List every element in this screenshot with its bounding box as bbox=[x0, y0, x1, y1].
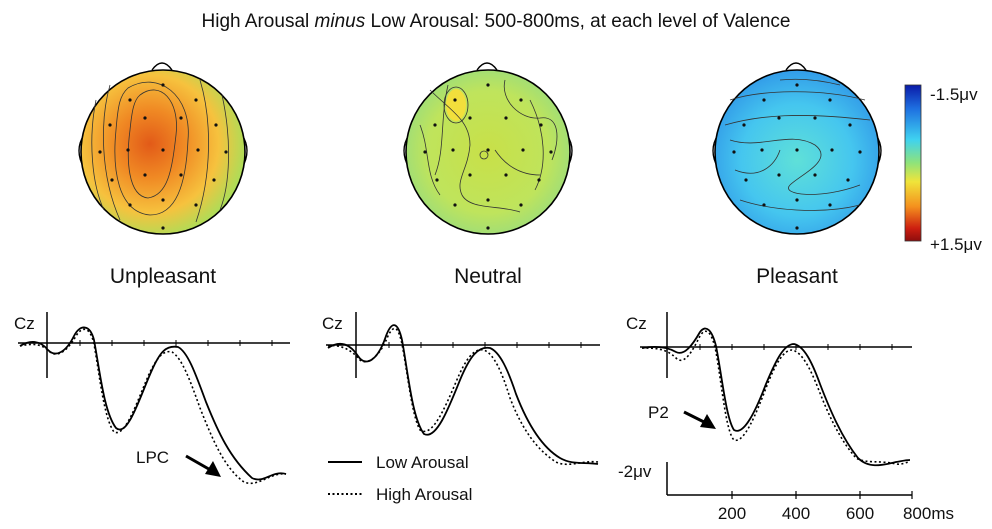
erp-panel-unpleasant: Cz LPC bbox=[14, 312, 290, 483]
topomap-unpleasant bbox=[79, 63, 247, 234]
color-scale: -1.5μv +1.5μv bbox=[905, 85, 982, 254]
figure-title: High Arousal minus Low Arousal: 500-800m… bbox=[202, 11, 791, 32]
hotspot bbox=[446, 89, 466, 121]
head-outline bbox=[406, 70, 570, 234]
topomap-pleasant bbox=[713, 63, 881, 234]
color-scale-bottom-label: +1.5μv bbox=[930, 235, 982, 254]
topomap-neutral bbox=[404, 63, 572, 234]
nose-icon bbox=[152, 63, 172, 70]
erp-panel-pleasant: Cz P2 -2μv 200 400 600 800ms bbox=[618, 312, 954, 523]
condition-label-unpleasant: Unpleasant bbox=[110, 265, 216, 288]
annotation-lpc: LPC bbox=[136, 448, 169, 467]
erp-line-low-arousal bbox=[642, 328, 910, 465]
channel-label: Cz bbox=[626, 314, 647, 333]
nose-icon bbox=[786, 63, 806, 70]
legend-high-arousal: High Arousal bbox=[376, 485, 472, 504]
time-tick-label: 800ms bbox=[903, 504, 954, 523]
condition-label-neutral: Neutral bbox=[454, 265, 522, 288]
head-outline bbox=[715, 70, 879, 234]
erp-line-high-arousal bbox=[328, 328, 598, 464]
annotation-p2: P2 bbox=[648, 403, 669, 422]
amplitude-label: -2μv bbox=[618, 462, 652, 481]
erp-panel-neutral: Cz Low Arousal High Arousal bbox=[322, 312, 600, 504]
nose-icon bbox=[477, 63, 497, 70]
time-tick-label: 200 bbox=[718, 504, 746, 523]
condition-label-pleasant: Pleasant bbox=[756, 265, 838, 288]
time-tick-label: 600 bbox=[846, 504, 874, 523]
time-tick-label: 400 bbox=[782, 504, 810, 523]
color-scale-bar bbox=[905, 85, 921, 241]
channel-label: Cz bbox=[322, 314, 343, 333]
channel-label: Cz bbox=[14, 314, 35, 333]
legend-low-arousal: Low Arousal bbox=[376, 453, 469, 472]
erp-line-high-arousal bbox=[642, 331, 910, 464]
erp-line-low-arousal bbox=[328, 325, 598, 464]
color-scale-top-label: -1.5μv bbox=[930, 85, 978, 104]
